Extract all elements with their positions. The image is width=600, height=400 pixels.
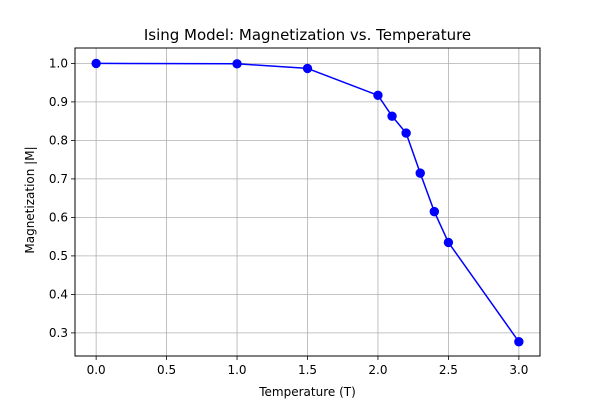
series-layer (91, 58, 524, 347)
x-tick-label: 1.5 (298, 363, 317, 377)
y-tick-label: 0.4 (49, 287, 68, 301)
x-tick-label: 0.0 (87, 363, 106, 377)
y-tick-label: 0.3 (49, 326, 68, 340)
data-point (232, 59, 242, 69)
x-tick-label: 1.0 (227, 363, 246, 377)
data-point (443, 237, 454, 248)
data-point (415, 168, 425, 178)
series-line (96, 62, 520, 343)
y-tick-label: 0.8 (49, 133, 68, 147)
y-tick-label: 0.6 (49, 210, 68, 224)
data-point (387, 111, 397, 121)
x-axis-label: Temperature (T) (258, 385, 356, 399)
data-point (91, 58, 101, 69)
x-tick-label: 2.0 (368, 363, 387, 377)
data-point (302, 63, 313, 74)
data-point (514, 337, 524, 347)
tick-layer: 0.0 0.5 1.0 1.5 2.0 2.5 3.0 0.3 0.4 0.5 0.6 0.7 0.8 0… (49, 56, 529, 377)
y-tick-label: 1.0 (49, 56, 68, 70)
y-tick-label: 0.7 (49, 172, 68, 186)
data-point (373, 90, 383, 101)
x-tick-label: 0.5 (157, 363, 176, 377)
data-point (401, 128, 411, 138)
x-tick-label: 3.0 (509, 363, 528, 377)
x-tick-label: 2.5 (439, 363, 458, 377)
chart-title: Ising Model: Magnetization vs. Temperatu… (144, 26, 471, 44)
data-point (429, 206, 440, 217)
y-axis-label: Magnetization |M| (23, 146, 37, 253)
grid-layer (75, 48, 540, 356)
y-tick-label: 0.9 (49, 95, 68, 109)
y-tick-label: 0.5 (49, 249, 68, 263)
